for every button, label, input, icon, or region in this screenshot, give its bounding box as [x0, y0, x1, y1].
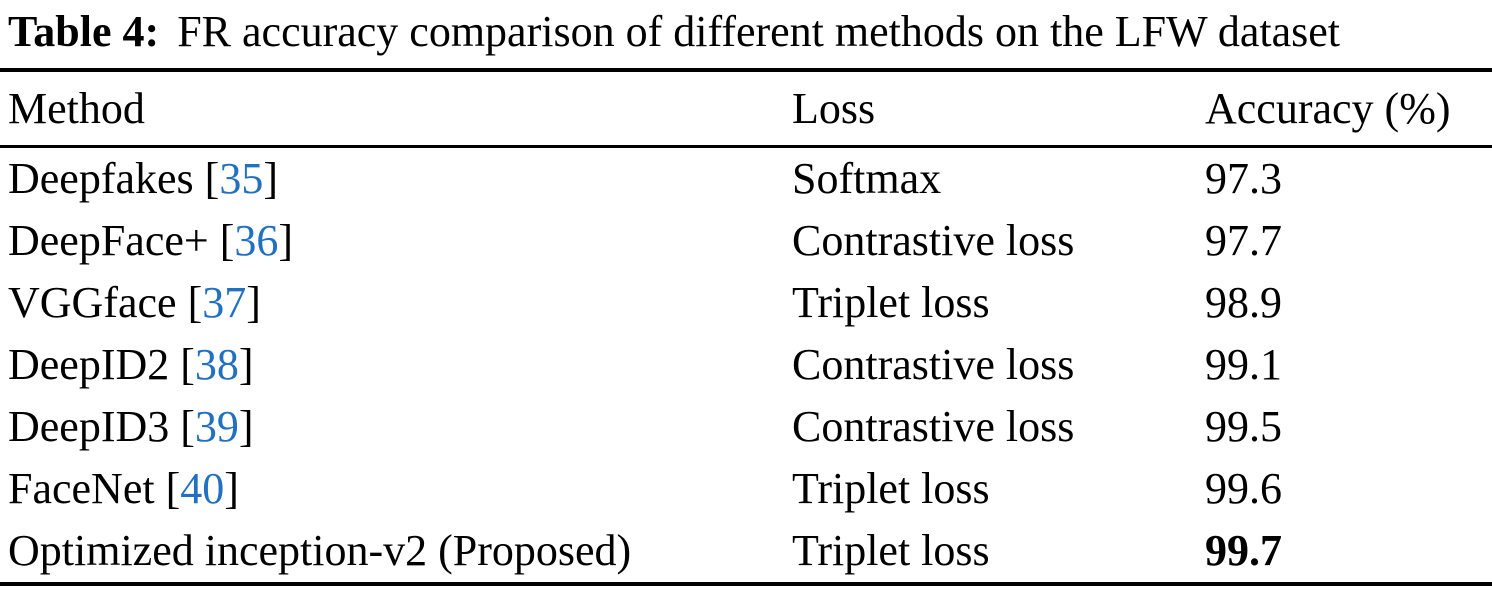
- citation-link[interactable]: 36: [234, 216, 279, 265]
- method-name: DeepFace+: [8, 216, 209, 265]
- citation-bracket: [: [165, 464, 181, 513]
- table-row-proposed: Optimized inception-v2 (Proposed) Triple…: [0, 520, 1492, 582]
- citation-bracket: [: [187, 278, 203, 327]
- results-table: Method Loss Accuracy (%) Deepfakes [35] …: [0, 68, 1492, 586]
- citation-link[interactable]: 35: [219, 154, 264, 203]
- loss-cell: Triplet loss: [792, 464, 990, 513]
- citation-bracket: ]: [224, 464, 239, 513]
- table-row: DeepID3 [39] Contrastive loss 99.5: [0, 396, 1492, 458]
- table-row: DeepID2 [38] Contrastive loss 99.1: [0, 334, 1492, 396]
- table-row: DeepFace+ [36] Contrastive loss 97.7: [0, 210, 1492, 272]
- citation-bracket: ]: [263, 154, 278, 203]
- citation-bracket: [: [180, 340, 195, 389]
- citation-link[interactable]: 40: [180, 464, 225, 513]
- table-caption: Table 4: FR accuracy comparison of differ…: [0, 0, 1492, 64]
- table-header-row: Method Loss Accuracy (%): [0, 72, 1492, 148]
- loss-cell: Contrastive loss: [792, 402, 1075, 451]
- table-row: FaceNet [40] Triplet loss 99.6: [0, 458, 1492, 520]
- citation-bracket: [: [219, 216, 235, 265]
- col-header-accuracy: Accuracy (%): [1205, 84, 1451, 133]
- table-row: Deepfakes [35] Softmax 97.3: [0, 148, 1492, 210]
- loss-cell: Softmax: [792, 154, 942, 203]
- method-name: VGGface: [8, 278, 177, 327]
- method-cell: Optimized inception-v2 (Proposed): [0, 520, 792, 582]
- method-name: FaceNet: [8, 464, 155, 513]
- citation-bracket: ]: [238, 402, 254, 451]
- col-header-method: Method: [8, 84, 145, 133]
- accuracy-cell: 97.7: [1205, 216, 1282, 265]
- citation-link[interactable]: 39: [194, 402, 239, 451]
- table-caption-label: Table 4:: [8, 7, 160, 56]
- accuracy-cell: 99.6: [1205, 464, 1282, 513]
- method-name: Deepfakes: [8, 154, 194, 203]
- accuracy-cell-best: 99.7: [1205, 526, 1282, 575]
- table-caption-text: FR accuracy comparison of different meth…: [177, 7, 1341, 56]
- citation-link[interactable]: 37: [202, 278, 247, 327]
- method-cell: FaceNet [40]: [0, 458, 792, 520]
- citation-bracket: ]: [278, 216, 294, 265]
- accuracy-cell: 99.5: [1205, 402, 1282, 451]
- citation-link[interactable]: 38: [194, 340, 239, 389]
- loss-cell: Triplet loss: [792, 526, 990, 575]
- method-name: DeepID2: [8, 340, 170, 389]
- loss-cell: Contrastive loss: [792, 340, 1075, 389]
- citation-bracket: ]: [246, 278, 261, 327]
- method-cell: DeepID3 [39]: [0, 396, 792, 458]
- citation-bracket: ]: [238, 340, 254, 389]
- citation-bracket: [: [204, 154, 220, 203]
- col-header-loss: Loss: [792, 84, 876, 133]
- table-row: VGGface [37] Triplet loss 98.9: [0, 272, 1492, 334]
- loss-cell: Contrastive loss: [792, 216, 1075, 265]
- accuracy-cell: 97.3: [1205, 154, 1282, 203]
- method-cell: DeepFace+ [36]: [0, 210, 792, 272]
- citation-bracket: [: [180, 402, 195, 451]
- loss-cell: Triplet loss: [792, 278, 990, 327]
- accuracy-cell: 98.9: [1205, 278, 1282, 327]
- method-cell: VGGface [37]: [0, 272, 792, 334]
- method-name: DeepID3: [8, 402, 170, 451]
- method-name: Optimized inception-v2 (Proposed): [8, 526, 632, 575]
- method-cell: DeepID2 [38]: [0, 334, 792, 396]
- method-cell: Deepfakes [35]: [0, 148, 792, 210]
- accuracy-cell: 99.1: [1205, 340, 1282, 389]
